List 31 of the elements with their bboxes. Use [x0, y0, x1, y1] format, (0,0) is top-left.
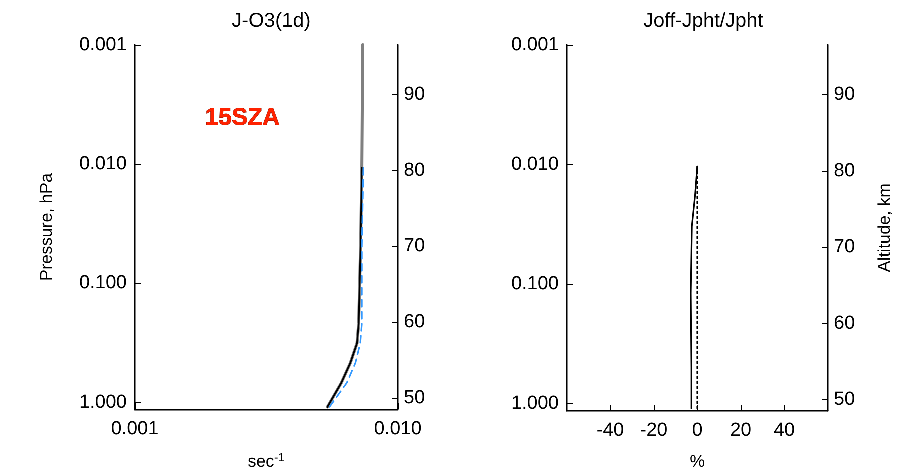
x-tick-label: 0.001 [111, 418, 159, 440]
y2-tick-label: 90 [834, 84, 856, 106]
y2-tick-label: 70 [834, 236, 856, 258]
y2-tick-label: 60 [834, 312, 856, 334]
y-tick-label: 0.010 [511, 154, 559, 176]
y-tick-label: 0.010 [79, 154, 127, 175]
chart-title: Joff-Jpht/Jpht [644, 10, 764, 32]
y-tick-label: 0.100 [79, 272, 127, 294]
y-tick-label: 1.000 [79, 392, 127, 413]
x-tick-label: 40 [774, 420, 796, 441]
y2-tick-label: 60 [404, 312, 426, 333]
y-tick-label: 1.000 [511, 393, 559, 414]
y-tick-label: 0.001 [511, 34, 559, 56]
y2-tick-label: 80 [404, 160, 426, 181]
y-tick-label: 0.001 [79, 34, 127, 56]
y2-tick-label: 80 [834, 160, 856, 182]
annotation: 15SZA [205, 104, 280, 131]
y2-axis-title: Altitude, km [875, 184, 894, 272]
y2-tick-label: 90 [404, 84, 426, 105]
x-axis-title: % [690, 452, 706, 471]
chart-title: J-O3(1d) [232, 10, 311, 32]
x-tick-label: 0 [692, 420, 703, 441]
x-tick-label: -40 [596, 420, 624, 441]
y2-tick-label: 70 [404, 236, 426, 257]
y-axis-title: Pressure, hPa [37, 172, 56, 282]
y2-tick-label: 50 [834, 389, 856, 410]
y2-tick-label: 50 [404, 388, 426, 409]
y-tick-label: 0.100 [511, 274, 559, 295]
x-tick-label: 0.010 [374, 418, 422, 440]
x-tick-label: 20 [730, 420, 752, 441]
x-tick-label: -20 [640, 420, 668, 441]
